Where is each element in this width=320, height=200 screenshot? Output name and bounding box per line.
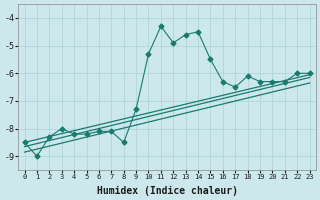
X-axis label: Humidex (Indice chaleur): Humidex (Indice chaleur)	[97, 186, 237, 196]
